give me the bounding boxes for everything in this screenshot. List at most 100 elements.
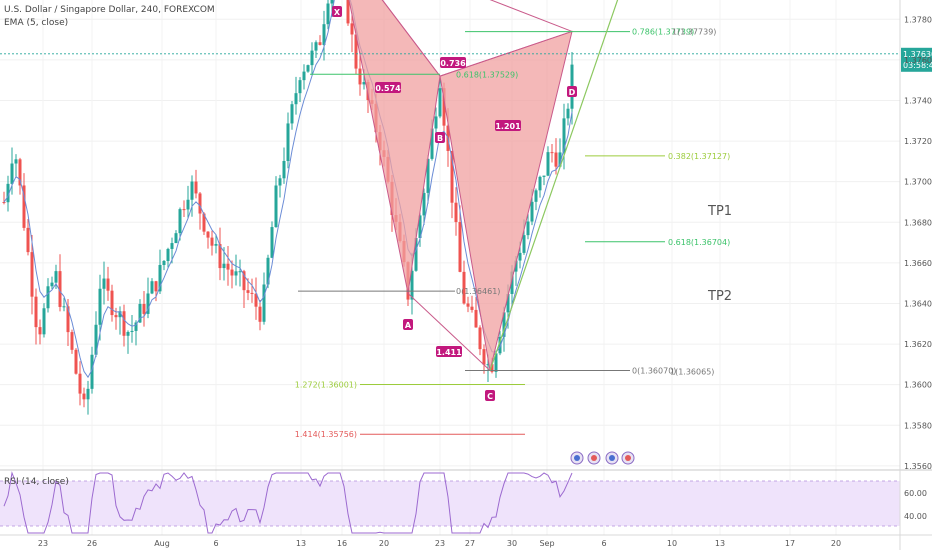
candle-body (182, 209, 186, 211)
pattern-ratio-bg (440, 57, 466, 68)
candle-body (566, 108, 570, 119)
candle-body (346, 0, 350, 24)
pattern-ratio-label: 0.574 (375, 84, 401, 93)
flag-icon-center (625, 455, 631, 461)
candle-body (282, 160, 286, 179)
pattern-ratio-label: 1.411 (436, 348, 462, 357)
candle-body (106, 278, 110, 291)
axes: 1.35600 1.35800 1.36000 1.36200 1.36400 1.366… (38, 15, 932, 548)
harmonic-pattern (348, 0, 573, 371)
candle-body (558, 152, 562, 167)
candle-body (530, 201, 534, 222)
rsi-legend[interactable]: RSI (14, close) (4, 477, 69, 487)
candle-body (162, 260, 166, 265)
pattern-ratio-bg (436, 346, 462, 357)
price-tick-label: 1.37400 (904, 96, 932, 105)
pattern-point-label-bg (435, 132, 445, 143)
candle-body (302, 71, 306, 81)
pattern-point-label: D (569, 88, 576, 97)
candle-body (322, 24, 326, 45)
date-tick-label: 6 (213, 539, 218, 548)
candle-body (414, 238, 418, 271)
date-tick-label: 27 (465, 539, 475, 548)
fib-level-label: 1(1.36065) (670, 367, 714, 376)
candle-body (458, 222, 462, 272)
date-tick-label: 13 (296, 539, 306, 548)
rsi-tick-label: 60.00 (904, 489, 927, 498)
candle-body (110, 290, 114, 316)
candle-body (186, 199, 190, 210)
date-tick-label: 20 (831, 539, 841, 548)
date-tick-label: 17 (785, 539, 795, 548)
candle-body (70, 332, 74, 350)
trend-line[interactable] (489, 0, 620, 371)
candle-body (514, 260, 518, 272)
candle-body (42, 308, 46, 335)
candle-body (362, 82, 366, 85)
candle-body (10, 163, 14, 184)
candle-body (478, 327, 482, 350)
candle-body (254, 293, 258, 307)
candle-body (158, 264, 162, 292)
candle-body (286, 123, 290, 161)
candle-body (226, 263, 230, 270)
candle-body (502, 312, 506, 337)
candle-body (94, 324, 98, 355)
price-tick-label: 1.36200 (904, 340, 932, 349)
candle-body (418, 215, 422, 239)
candle-body (2, 201, 6, 203)
candle-body (178, 209, 182, 234)
candle-body (222, 263, 226, 269)
candle-body (290, 104, 294, 124)
pattern-point-label-bg (567, 86, 577, 97)
candle-body (274, 185, 278, 228)
grid (0, 0, 900, 535)
candle-body (518, 252, 522, 261)
candle-body (194, 181, 198, 194)
candle-body (482, 349, 486, 365)
candle-body (510, 271, 514, 294)
candle-body (202, 213, 206, 232)
fib-levels: 1(1.38189)1(1.38193)0.786(1.37739)1(1.37… (295, 28, 730, 440)
candle-body (142, 303, 146, 314)
pattern-point-label-bg (403, 319, 413, 330)
price-tick-label: 1.36000 (904, 381, 932, 390)
candle-body (214, 244, 218, 246)
candle-body (270, 227, 274, 258)
rsi-tick-label: 40.00 (904, 512, 927, 521)
candle-body (174, 233, 178, 244)
candle-body (58, 271, 62, 307)
date-tick-label: 20 (379, 539, 389, 548)
candle-body (22, 185, 26, 228)
flag-icon-center (574, 455, 580, 461)
candle-body (46, 286, 50, 309)
price-tick-label: 1.37800 (904, 15, 932, 24)
pattern-triangle-bcd[interactable] (439, 30, 573, 371)
bar-countdown: 03:58:46 (903, 61, 932, 70)
candle-body (278, 178, 282, 186)
date-tick-label: 23 (38, 539, 48, 548)
candle-body (526, 221, 530, 236)
date-tick-label: Aug (154, 539, 170, 548)
candle-body (14, 159, 18, 164)
pattern-ratio-label: 1.201 (495, 122, 521, 131)
price-tick-label: 1.37200 (904, 137, 932, 146)
price-tick-label: 1.35800 (904, 421, 932, 430)
pattern-point-label-bg (485, 390, 495, 401)
candle-body (150, 281, 154, 294)
candle-body (126, 331, 130, 336)
fib-level-label: 1(1.37739) (672, 28, 716, 37)
candle-body (550, 152, 554, 154)
candle-body (294, 93, 298, 105)
candle-body (230, 269, 234, 276)
candle-body (410, 270, 414, 300)
candle-body (118, 311, 122, 318)
chart-title: U.S. Dollar / Singapore Dollar, 240, FOR… (4, 5, 215, 15)
fib-level-label: 0(1.36070) (632, 366, 676, 375)
flag-icon-center (591, 455, 597, 461)
fib-level-label: 1.414(1.35756) (295, 430, 357, 439)
ema-legend[interactable]: EMA (5, close) (4, 18, 69, 28)
